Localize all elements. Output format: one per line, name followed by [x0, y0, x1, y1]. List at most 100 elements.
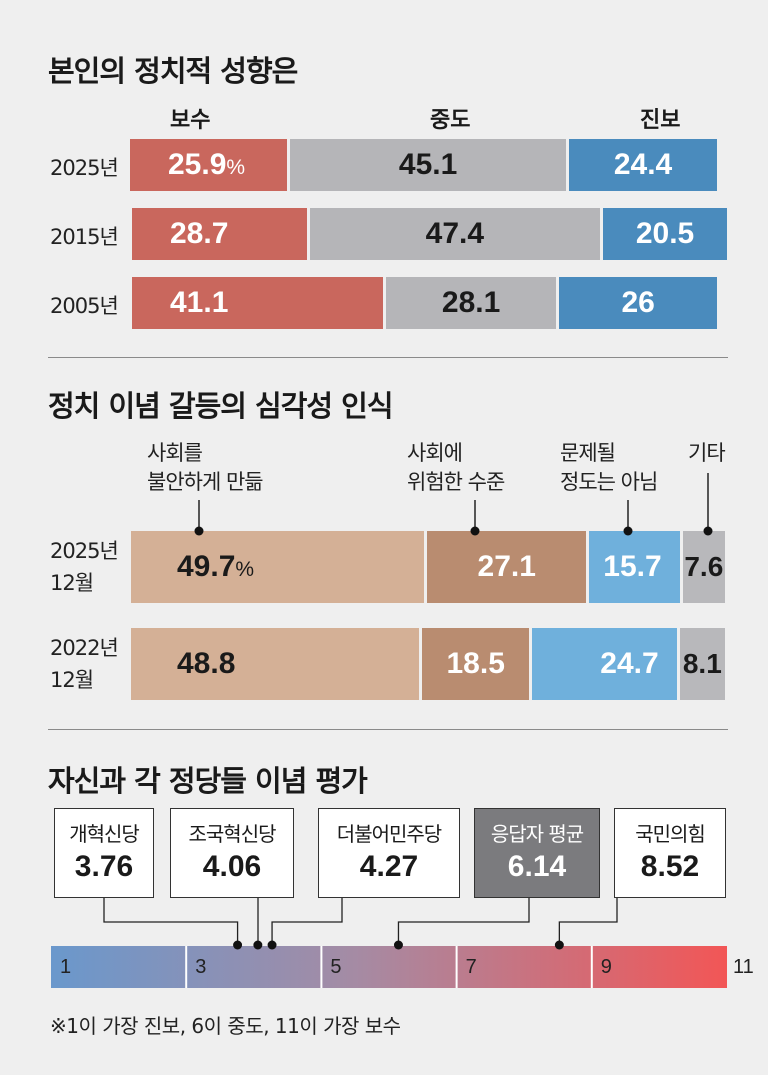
score-marker [233, 940, 243, 950]
data-label: 27.1 [477, 550, 536, 583]
data-label: 24.4 [613, 148, 673, 181]
data-label: 41.1 [170, 286, 229, 319]
series-header: 진보 [640, 108, 681, 133]
annotation-line: 문제될 [560, 441, 616, 465]
annotation-dot [623, 526, 633, 536]
data-label: 47.4 [425, 217, 485, 250]
percent-sign: % [235, 558, 255, 581]
bar-segment: 48.8 [131, 628, 420, 700]
data-label: 18.5 [446, 647, 505, 680]
tick-label: 5 [330, 956, 342, 978]
year-label: 2022년 12월 [50, 632, 119, 696]
year-label: 2025년 12월 [50, 535, 119, 599]
bar-segment: 15.7 [589, 531, 680, 603]
score-marker [267, 940, 277, 950]
score-marker [253, 940, 263, 950]
divider [48, 729, 728, 730]
bar-segment: 25.9% [130, 139, 288, 191]
year-line: 12월 [50, 668, 94, 692]
party-score: 4.06 [202, 850, 262, 883]
section2-title: 정치 이념 갈등의 심각성 인식 [48, 389, 394, 423]
bar-segment: 7.6 [682, 531, 725, 603]
annotation-line: 기타 [688, 441, 726, 465]
data-label: 8.1 [682, 648, 722, 679]
party-label-box: 개혁신당 3.76 [54, 808, 154, 898]
bar-segment: 28.1 [385, 277, 557, 329]
year-line: 12월 [50, 571, 94, 595]
section1-title: 본인의 정치적 성향은 [48, 54, 298, 88]
bar-segment: 26 [559, 277, 717, 329]
tick-label: 3 [195, 956, 207, 978]
data-label: 25.9% [168, 148, 246, 181]
bar-segment: 28.7 [132, 208, 307, 260]
tick-label: 1 [60, 956, 72, 978]
tick-label: 11 [733, 956, 754, 978]
data-label: 15.7 [603, 550, 662, 583]
party-name: 조국혁신당 [188, 822, 277, 846]
party-label-box: 조국혁신당 4.06 [170, 808, 294, 898]
data-label: 26 [621, 286, 655, 319]
bar-segment: 24.4 [569, 139, 717, 191]
score-marker [393, 940, 403, 950]
series-header: 중도 [430, 108, 471, 133]
leader-line [397, 898, 530, 945]
party-name: 국민의힘 [635, 822, 706, 846]
party-score: 6.14 [507, 850, 567, 883]
section3-title: 자신과 각 정당들 이념 평가 [48, 764, 368, 798]
tick-label: 9 [600, 956, 612, 978]
annotation-line: 사회를 [147, 441, 203, 465]
annotation-line: 정도는 아님 [560, 470, 658, 494]
bar-segment: 18.5 [422, 628, 530, 700]
bar-segment: 45.1 [290, 139, 567, 191]
data-label: 28.1 [441, 286, 501, 319]
data-label: 28.7 [170, 217, 229, 250]
leader-line [271, 898, 343, 945]
year-label: 2015년 [50, 225, 119, 249]
data-label: 48.8 [177, 647, 236, 680]
year-line: 2022년 [50, 636, 119, 660]
series-header: 보수 [170, 108, 211, 133]
bar-segment: 8.1 [679, 628, 725, 700]
year-line: 2025년 [50, 539, 119, 563]
party-label-box: 더불어민주당 4.27 [318, 808, 460, 898]
data-label: 24.7 [600, 647, 659, 680]
annotation-dot [703, 526, 713, 536]
annotation-dot [194, 526, 204, 536]
score-marker [554, 940, 564, 950]
ideology-scale-bar [51, 946, 727, 988]
data-label: 49.7% [177, 550, 255, 583]
party-score: 8.52 [640, 850, 700, 883]
party-score: 4.27 [359, 850, 419, 883]
bar-segment: 27.1 [427, 531, 587, 603]
party-label-box: 국민의힘 8.52 [614, 808, 726, 898]
data-label: 7.6 [684, 551, 724, 582]
year-label: 2005년 [50, 294, 119, 318]
annotation-line: 위험한 수준 [407, 470, 505, 494]
bar-segment: 49.7% [131, 531, 425, 603]
bar-segment: 24.7 [532, 628, 677, 700]
divider [48, 357, 728, 358]
leader-line [558, 898, 618, 945]
party-name: 응답자 평균 [490, 822, 584, 846]
leader-line [103, 898, 239, 945]
party-name: 개혁신당 [69, 822, 140, 846]
annotation-line: 사회에 [407, 441, 463, 465]
series-annotation: 기타 [688, 439, 726, 468]
footnote: ※1이 가장 진보, 6이 중도, 11이 가장 보수 [50, 1014, 401, 1038]
year-label: 2025년 [50, 156, 119, 180]
party-score: 3.76 [74, 850, 134, 883]
annotation-dot [470, 526, 480, 536]
annotation-line: 불안하게 만듦 [147, 470, 264, 494]
bar-segment: 20.5 [603, 208, 727, 260]
bar-segment: 41.1 [132, 277, 383, 329]
data-label: 45.1 [398, 148, 458, 181]
data-label: 20.5 [635, 217, 695, 250]
bar-segment: 47.4 [309, 208, 601, 260]
party-name: 더불어민주당 [336, 822, 442, 846]
party-label-box: 응답자 평균 6.14 [474, 808, 600, 898]
tick-label: 7 [465, 956, 477, 978]
